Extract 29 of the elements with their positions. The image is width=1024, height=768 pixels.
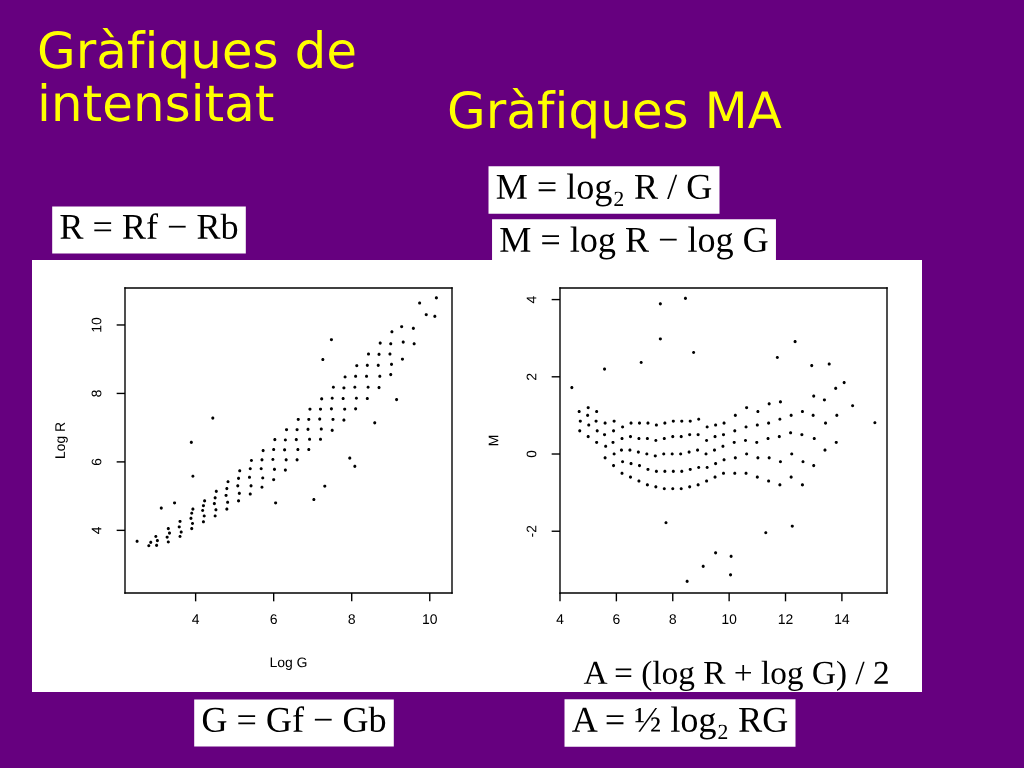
text: R = Rf − Rb <box>60 213 238 240</box>
x-tick-label: 8 <box>669 614 677 625</box>
y-tick-label: 6 <box>91 458 102 466</box>
text: M = log₂ R / G <box>496 173 712 207</box>
y-tick-label: 0 <box>526 450 537 458</box>
x-tick-label: 4 <box>192 614 200 624</box>
x-tick-label: 4 <box>556 614 564 624</box>
x-tick-label: 14 <box>835 614 850 624</box>
x-tick-label: 10 <box>423 614 437 625</box>
y-tick-label: 10 <box>91 317 102 332</box>
text: M = log R − log G <box>500 226 768 260</box>
y-tick-label: -2 <box>526 525 537 537</box>
y-axis-title: M <box>488 435 499 446</box>
y-tick-label: 8 <box>91 390 102 397</box>
x-axis-title: Log G <box>270 657 307 670</box>
chart-title: Gràfiques de intensitat <box>39 28 355 122</box>
y-tick-label: 2 <box>526 373 537 380</box>
x-tick-label: 10 <box>722 614 737 625</box>
y-axis-title: Log R <box>55 422 68 458</box>
text: A = ½ log₂ RG <box>572 706 788 740</box>
x-tick-label: 6 <box>270 614 277 625</box>
x-axis-title: A = (log R + log G) / 2 <box>583 660 888 692</box>
text: G = Gf − Gb <box>202 706 386 733</box>
x-tick-label: 12 <box>778 614 793 624</box>
x-tick-label: 6 <box>613 614 620 625</box>
chart-title: Gràfiques MA <box>449 88 782 139</box>
y-tick-label: 4 <box>91 526 102 534</box>
x-tick-label: 8 <box>348 614 355 625</box>
y-tick-label: 4 <box>526 296 537 304</box>
